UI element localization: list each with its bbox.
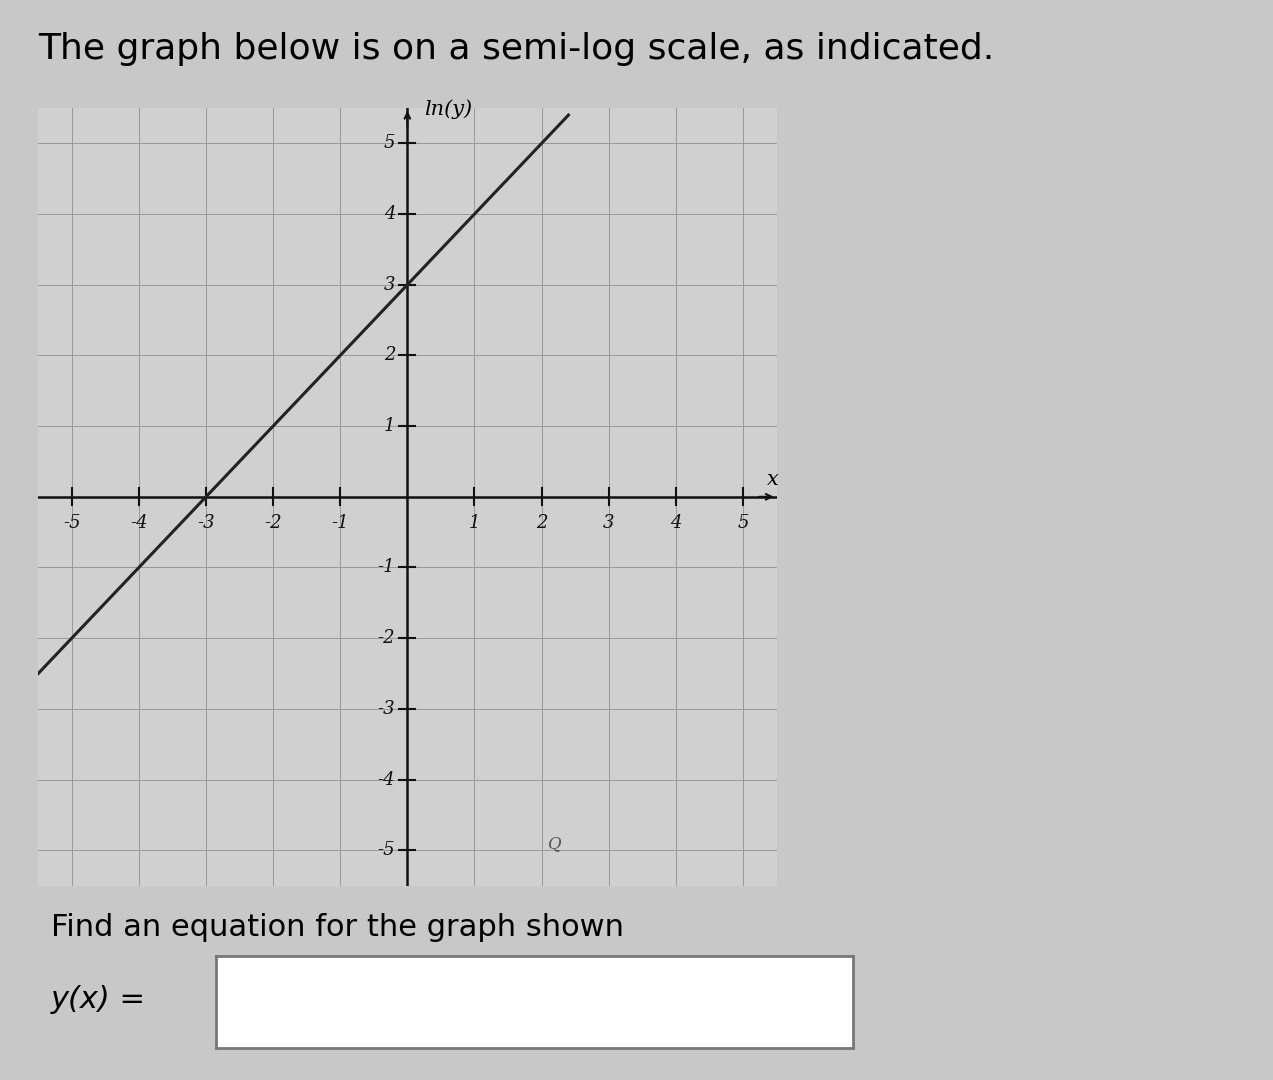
Text: -3: -3 (378, 700, 396, 718)
Text: -2: -2 (265, 514, 281, 532)
Text: 4: 4 (383, 205, 396, 224)
Text: 5: 5 (737, 514, 749, 532)
Text: -4: -4 (378, 770, 396, 788)
Text: The graph below is on a semi-log scale, as indicated.: The graph below is on a semi-log scale, … (38, 32, 994, 66)
Text: -4: -4 (130, 514, 148, 532)
Text: 2: 2 (536, 514, 547, 532)
Text: Q: Q (549, 835, 561, 852)
Text: -5: -5 (378, 841, 396, 860)
Text: -2: -2 (378, 630, 396, 647)
Text: -3: -3 (197, 514, 215, 532)
Text: 1: 1 (468, 514, 480, 532)
Text: -1: -1 (378, 558, 396, 577)
Text: -5: -5 (62, 514, 80, 532)
Text: x: x (766, 470, 778, 488)
Text: 3: 3 (603, 514, 615, 532)
Text: 5: 5 (383, 134, 396, 152)
Text: 2: 2 (383, 347, 396, 364)
Text: -1: -1 (331, 514, 349, 532)
Text: 1: 1 (383, 417, 396, 435)
Text: ln(y): ln(y) (424, 99, 472, 119)
Text: 4: 4 (670, 514, 681, 532)
Text: Find an equation for the graph shown: Find an equation for the graph shown (51, 913, 624, 942)
Text: 3: 3 (383, 275, 396, 294)
Text: y(x) =: y(x) = (51, 985, 146, 1013)
